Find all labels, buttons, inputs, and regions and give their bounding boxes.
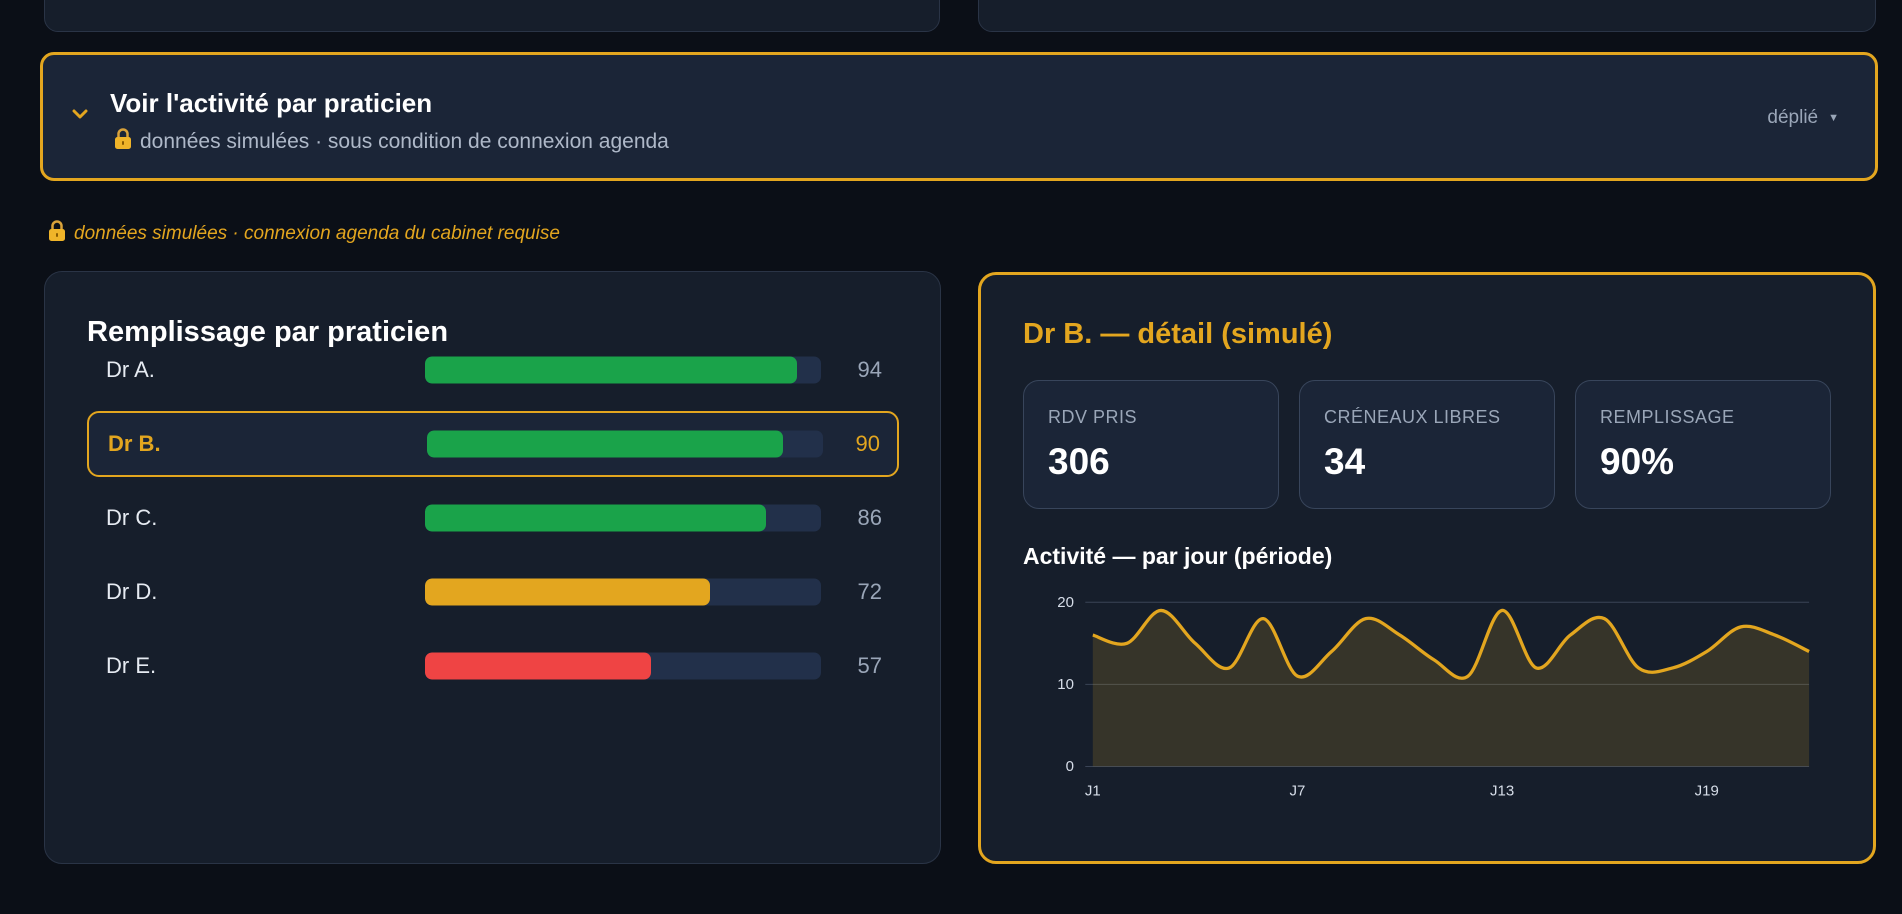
fill-bar-track (425, 356, 821, 384)
fill-bar (425, 504, 766, 532)
practitioner-name: Dr B. (108, 431, 161, 456)
practitioner-name: Dr C. (106, 505, 158, 530)
fill-bar (427, 430, 784, 458)
practitioner-name: Dr A. (106, 357, 155, 382)
x-tick-label: J13 (1490, 783, 1514, 800)
practitioner-row[interactable]: Dr E. 57 (87, 633, 899, 699)
detail-panel-title: Dr B. — détail (simulé) (1023, 318, 1333, 350)
activity-accordion[interactable]: Voir l'activité par praticien données si… (40, 52, 1878, 181)
x-tick-label: J7 (1290, 783, 1306, 800)
kpi-label: RDV PRIS (1048, 407, 1138, 427)
practitioner-value: 57 (857, 653, 882, 678)
x-tick-label: J1 (1085, 783, 1101, 800)
top-card-right (978, 0, 1876, 32)
practitioner-value: 94 (857, 357, 882, 382)
practitioner-row[interactable]: Dr A. 94 (87, 337, 899, 403)
chart-title: Activité — par jour (période) (1023, 543, 1333, 569)
chevron-down-icon[interactable] (69, 103, 91, 125)
fill-bar-track (427, 430, 823, 458)
activity-chart: 0 10 20 J1 J7 J13 J19 (1057, 594, 1810, 800)
practitioner-name: Dr E. (106, 653, 157, 678)
practitioner-value: 86 (857, 505, 882, 530)
practitioner-value: 90 (855, 431, 880, 456)
practitioner-row[interactable]: Dr D. 72 (87, 559, 899, 625)
top-card-left (44, 0, 940, 32)
practitioner-value: 72 (857, 579, 882, 604)
kpi-label: CRÉNEAUX LIBRES (1324, 407, 1501, 427)
fill-rate-panel: Remplissage par praticien Dr A. 94 Dr B. 90… (44, 271, 941, 864)
activity-area (1092, 610, 1810, 767)
x-tick-label: J19 (1695, 783, 1719, 800)
lock-icon (48, 220, 66, 248)
kpi-remplissage: REMPLISSAGE 90% (1575, 380, 1831, 509)
practitioner-name: Dr D. (106, 579, 158, 604)
accordion-subtitle: données simulées · sous condition de con… (114, 128, 669, 156)
fill-bar (425, 356, 798, 384)
fill-panel-title: Remplissage par praticien (87, 316, 449, 348)
accordion-state[interactable]: déplié ▼ (1767, 107, 1839, 129)
fill-bar (425, 578, 711, 606)
practitioner-row[interactable]: Dr C. 86 (87, 485, 899, 551)
fill-bar (425, 652, 651, 680)
activity-line (1092, 608, 1810, 680)
kpi-rdv-pris: RDV PRIS 306 (1023, 380, 1279, 509)
simulated-data-notice: données simulées · connexion agenda du c… (48, 220, 560, 248)
kpi-value: 306 (1048, 441, 1110, 482)
practitioner-detail-panel: Dr B. — détail (simulé) RDV PRIS 306 CRÉ… (978, 272, 1876, 864)
accordion-state-label: déplié (1767, 107, 1819, 128)
kpi-label: REMPLISSAGE (1600, 407, 1735, 427)
kpi-creneaux-libres: CRÉNEAUX LIBRES 34 (1299, 380, 1555, 509)
fill-bar-track (425, 504, 821, 532)
lock-icon (114, 128, 132, 156)
accordion-title: Voir l'activité par praticien (110, 88, 433, 118)
accordion-subtitle-text: données simulées · sous condition de con… (140, 130, 669, 153)
fill-bar-track (425, 578, 821, 606)
kpi-value: 90% (1600, 441, 1675, 482)
caret-down-icon: ▼ (1828, 112, 1839, 124)
y-tick-label: 0 (1066, 758, 1074, 775)
practitioner-row[interactable]: Dr B. 90 (87, 411, 899, 477)
notice-text: données simulées · connexion agenda du c… (74, 223, 560, 244)
y-tick-label: 10 (1057, 676, 1074, 693)
kpi-value: 34 (1324, 441, 1366, 482)
y-tick-label: 20 (1057, 594, 1074, 611)
fill-bar-track (425, 652, 821, 680)
